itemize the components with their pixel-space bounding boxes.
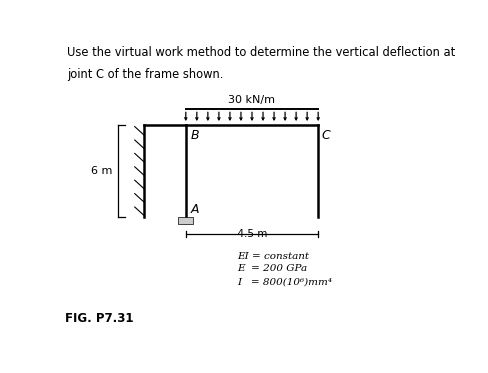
Text: Use the virtual work method to determine the vertical deflection at: Use the virtual work method to determine…: [67, 46, 455, 59]
Text: EI = constant: EI = constant: [237, 251, 309, 261]
Text: I   = 800(10⁶)mm⁴: I = 800(10⁶)mm⁴: [237, 278, 332, 286]
Text: joint C of the frame shown.: joint C of the frame shown.: [67, 68, 223, 81]
Text: 6 m: 6 m: [91, 166, 112, 176]
Text: C: C: [321, 129, 330, 142]
Text: FIG. P7.31: FIG. P7.31: [65, 312, 133, 325]
Text: 30 kN/m: 30 kN/m: [228, 95, 276, 105]
Text: —4.5 m—: —4.5 m—: [226, 229, 277, 239]
Text: E  = 200 GPa: E = 200 GPa: [237, 264, 307, 273]
Text: A: A: [190, 203, 199, 216]
Text: B: B: [190, 129, 199, 142]
Bar: [178, 217, 193, 224]
